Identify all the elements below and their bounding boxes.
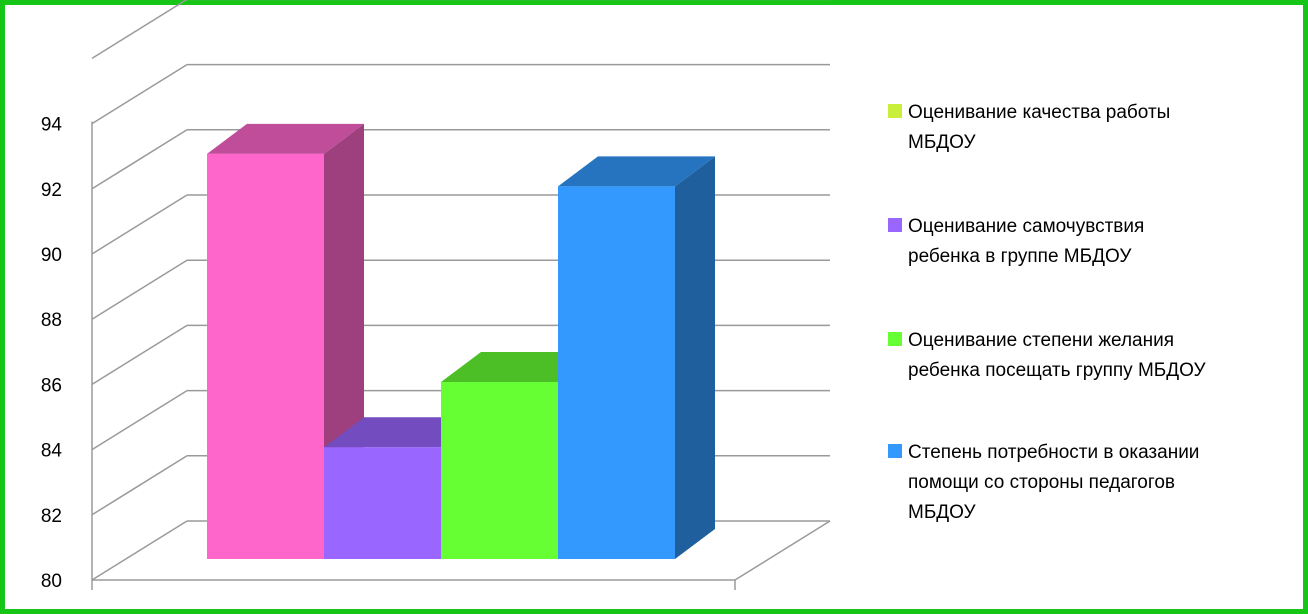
legend-item-4: Степень потребности в оказании помощи со … [888, 442, 1199, 523]
y-tick-label: 90 [41, 245, 62, 266]
bar-top-face [558, 156, 715, 187]
y-tick-label: 80 [41, 571, 62, 592]
legend-item-1: Оценивание качества работы МБДОУ [888, 102, 1170, 153]
side-wall-gridline [91, 259, 188, 320]
legend-label: Степень потребности в оказании [908, 442, 1199, 463]
side-wall-gridline [91, 194, 188, 255]
side-wall-gridline [91, 0, 188, 60]
legend-swatch [888, 444, 902, 458]
y-axis-tick-labels: 80 82 84 86 88 90 92 94 [41, 115, 63, 592]
legend-label: Оценивание самочувствия [908, 216, 1144, 237]
legend-item-3: Оценивание степени желания ребенка посеща… [888, 330, 1206, 381]
bar-front-face [324, 447, 441, 559]
floor-right-edge [734, 520, 831, 581]
legend-label: ребенка в группе МБДОУ [908, 246, 1132, 267]
bar-top-face [207, 123, 364, 154]
bar-front-face [441, 382, 558, 559]
legend-swatch [888, 332, 902, 346]
legend-label: МБДОУ [908, 132, 977, 153]
legend-label: Оценивание качества работы [908, 102, 1170, 123]
side-wall-gridline [91, 324, 188, 386]
bar-front-face [207, 153, 324, 559]
side-wall-gridline [91, 455, 188, 516]
side-wall-gridline [91, 389, 188, 451]
y-tick-label: 82 [41, 506, 62, 527]
bar-1 [207, 123, 364, 559]
side-wall-gridline [91, 129, 188, 190]
y-tick-label: 84 [41, 441, 63, 462]
legend-swatch [888, 218, 902, 232]
legend-label: Оценивание степени желания [908, 330, 1174, 351]
bar-side-face [675, 156, 715, 560]
bar-4 [558, 156, 715, 560]
y-tick-label: 88 [41, 310, 62, 331]
y-tick-label: 94 [41, 115, 63, 136]
legend-item-2: Оценивание самочувствия ребенка в группе … [888, 216, 1144, 267]
y-tick-label: 86 [41, 375, 62, 396]
bars [207, 123, 715, 560]
legend: Оценивание качества работыМБДОУОценивани… [888, 102, 1206, 523]
bar-front-face [558, 186, 675, 560]
side-wall-gridline [91, 63, 188, 125]
legend-label: ребенка посещать группу МБДОУ [908, 360, 1206, 381]
legend-label: помощи со стороны педагогов [908, 472, 1175, 493]
legend-label: МБДОУ [908, 502, 977, 523]
y-tick-label: 92 [41, 180, 62, 201]
side-wall-gridline [91, 520, 188, 581]
legend-swatch [888, 104, 902, 118]
